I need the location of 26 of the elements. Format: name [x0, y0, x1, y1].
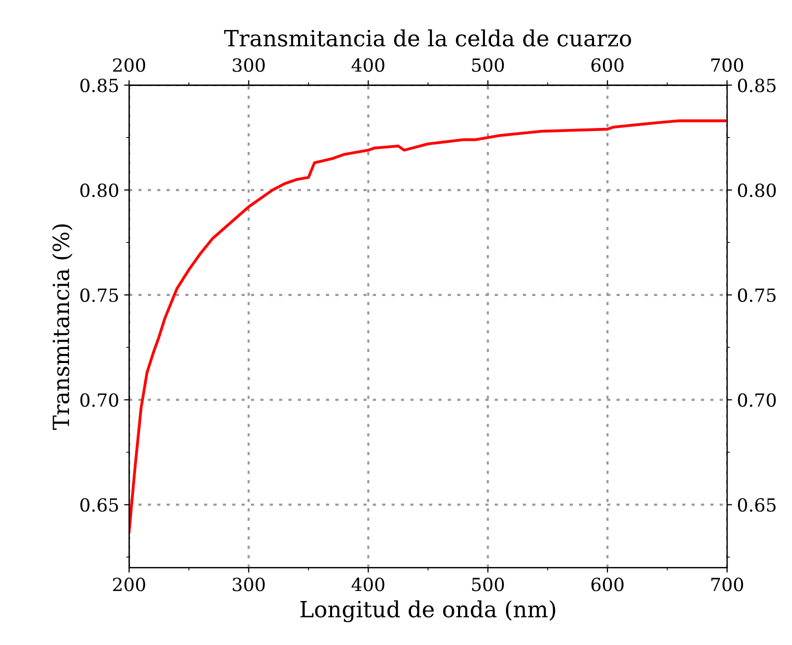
y2-tick-label: 0.80: [738, 183, 776, 198]
y2-tick-label: 0.70: [738, 393, 776, 407]
y-tick-label: 0.65: [80, 498, 118, 512]
x2-tick-label: 500: [472, 58, 504, 72]
y-tick-label: 0.70: [80, 393, 118, 407]
y-tick-label: 0.85: [80, 78, 118, 92]
y2-tick-label: 0.75: [738, 288, 776, 302]
y-axis-title: Transmitancia (%): [52, 224, 72, 430]
x-tick-label: 600: [591, 578, 624, 592]
y2-tick-label: 0.65: [738, 498, 776, 512]
x2-tick-label: 300: [232, 58, 265, 72]
x-tick-label: 300: [232, 578, 265, 592]
x2-tick-label: 700: [711, 58, 744, 72]
x2-tick-label: 600: [591, 58, 624, 72]
x-tick-label: 400: [352, 578, 384, 592]
x-tick-label: 500: [472, 578, 504, 592]
chart-title: Transmitancia de la celda de cuarzo: [224, 29, 632, 47]
x-tick-label: 200: [113, 578, 146, 592]
line-series: [129, 119, 728, 534]
x-axis-title: Longitud de onda (nm): [300, 600, 556, 622]
x2-tick-label: 200: [113, 58, 146, 72]
x-tick-label: 700: [711, 578, 744, 592]
x2-tick-label: 400: [352, 58, 384, 72]
y-tick-label: 0.75: [80, 288, 118, 302]
y2-tick-label: 0.85: [738, 78, 776, 92]
y-tick-label: 0.80: [80, 183, 118, 198]
